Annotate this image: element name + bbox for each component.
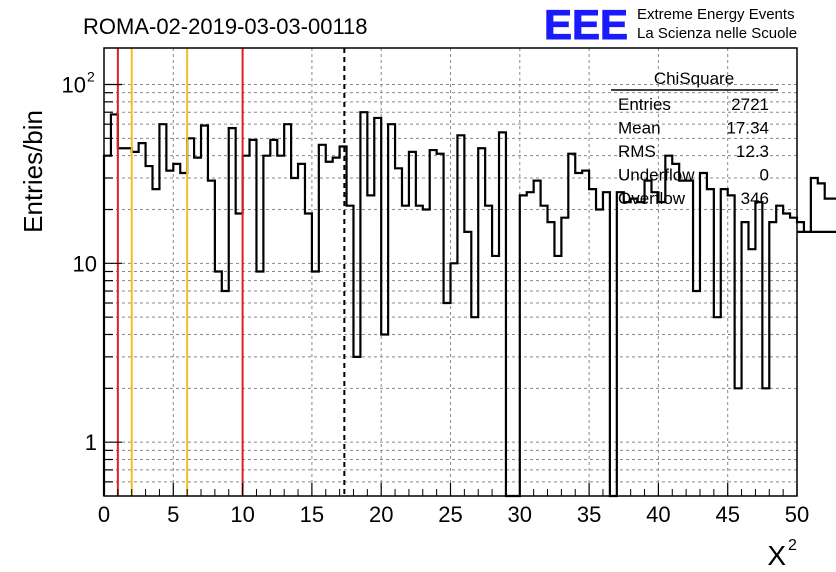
y-tick-label: 1 xyxy=(85,430,97,455)
histogram-bin xyxy=(353,357,360,496)
histogram-bin xyxy=(367,195,374,496)
x-axis-label-superscript: 2 xyxy=(788,537,797,554)
histogram-bin xyxy=(173,164,180,496)
x-axis-label: X 2 xyxy=(767,537,797,571)
stats-row-label: Mean xyxy=(618,119,661,138)
logo-line1: Extreme Energy Events xyxy=(637,6,795,23)
stats-row-value: 12.3 xyxy=(736,142,769,161)
y-tick-label: 10 xyxy=(62,73,86,98)
histogram-bin xyxy=(748,249,755,496)
x-axis-label-base: X xyxy=(767,540,786,571)
stats-row-value: 0 xyxy=(760,166,769,185)
histogram-bin xyxy=(783,213,790,496)
x-tick-label: 35 xyxy=(577,502,601,527)
x-tick-label: 30 xyxy=(508,502,532,527)
histogram-bin xyxy=(416,206,423,496)
x-tick-label: 45 xyxy=(715,502,739,527)
x-tick-label: 40 xyxy=(646,502,670,527)
histogram-bin xyxy=(166,171,173,496)
stats-row-label: Overflow xyxy=(618,189,686,208)
y-tick-label-exponent: 2 xyxy=(87,69,95,85)
histogram-bin xyxy=(125,148,132,496)
histogram-bin xyxy=(818,183,825,496)
histogram-bin xyxy=(222,291,229,496)
stats-box: ChiSquare Entries 2721 Mean 17.34 RMS 12.3 Und… xyxy=(611,69,778,208)
histogram-bin xyxy=(146,166,153,496)
stats-box-title: ChiSquare xyxy=(654,69,734,88)
stats-row: Overflow 346 xyxy=(618,189,769,208)
histogram-bin xyxy=(194,158,201,496)
histogram-bin xyxy=(118,148,125,496)
histogram-bin xyxy=(256,272,263,496)
histogram-bin xyxy=(672,164,679,496)
histogram-bin xyxy=(645,181,652,496)
histogram-bin xyxy=(236,213,243,496)
x-tick-label: 10 xyxy=(230,502,254,527)
histogram-bin xyxy=(693,291,700,496)
histogram-bin xyxy=(638,202,645,496)
histogram-bin xyxy=(277,156,284,496)
histogram-bin xyxy=(832,199,836,496)
histogram-bin xyxy=(624,202,631,496)
stats-row: Entries 2721 xyxy=(618,95,769,114)
grid xyxy=(104,48,797,496)
histogram-bin xyxy=(714,317,721,496)
logo-line2: La Scienza nelle Scuole xyxy=(637,25,797,42)
histogram-bin xyxy=(423,210,430,496)
stats-row-label: Entries xyxy=(618,95,671,114)
logo-letters: EEE xyxy=(544,1,628,48)
histogram-bins xyxy=(102,111,836,498)
histogram-bin xyxy=(804,232,811,496)
histogram-bin xyxy=(596,210,603,496)
y-axis-label: Entries/bin xyxy=(18,110,48,233)
stats-row: Mean 17.34 xyxy=(618,119,769,138)
histogram-bin xyxy=(132,152,139,496)
histogram-bin xyxy=(471,317,478,496)
histogram-bin xyxy=(797,222,804,496)
histogram-bin xyxy=(679,181,686,496)
histogram-bin xyxy=(215,272,222,496)
histogram-bin xyxy=(402,206,409,496)
stats-row-label: RMS xyxy=(618,142,656,161)
histogram-bin xyxy=(631,199,638,496)
histogram-bin xyxy=(776,206,783,496)
histogram-bin xyxy=(381,334,388,496)
stats-row-value: 17.34 xyxy=(726,119,769,138)
histogram-bin xyxy=(534,181,541,496)
stats-row-value: 346 xyxy=(741,189,769,208)
x-tick-label: 5 xyxy=(167,502,179,527)
x-tick-label: 15 xyxy=(300,502,324,527)
stats-row-label: Underflow xyxy=(618,166,695,185)
histogram-bin xyxy=(333,158,340,496)
histogram-bin xyxy=(395,168,402,496)
x-tick-label: 0 xyxy=(98,502,110,527)
stats-row: RMS 12.3 xyxy=(618,142,769,161)
histogram-bin xyxy=(139,143,146,496)
histogram-bin xyxy=(326,162,333,496)
histogram-bin xyxy=(541,206,548,496)
x-tick-label: 20 xyxy=(369,502,393,527)
x-tick-label: 25 xyxy=(438,502,462,527)
marker-lines xyxy=(116,48,346,496)
stats-row: Underflow 0 xyxy=(618,166,769,185)
histogram-bin xyxy=(291,178,298,496)
histogram-bin xyxy=(658,202,665,496)
histogram-bin xyxy=(825,199,832,496)
eee-logo: EEE Extreme Energy Events La Scienza nel… xyxy=(544,1,798,49)
stats-row-value: 2721 xyxy=(731,95,769,114)
histogram-bin xyxy=(284,124,291,496)
y-tick-label: 10 xyxy=(73,251,97,276)
histogram-bin xyxy=(111,114,118,496)
histogram-bin xyxy=(444,303,451,496)
histogram-bin xyxy=(582,171,589,496)
histogram-outline xyxy=(102,111,836,498)
chart-title: ROMA-02-2019-03-03-00118 xyxy=(83,14,368,39)
histogram-bin xyxy=(312,272,319,496)
x-tick-label: 50 xyxy=(785,502,809,527)
